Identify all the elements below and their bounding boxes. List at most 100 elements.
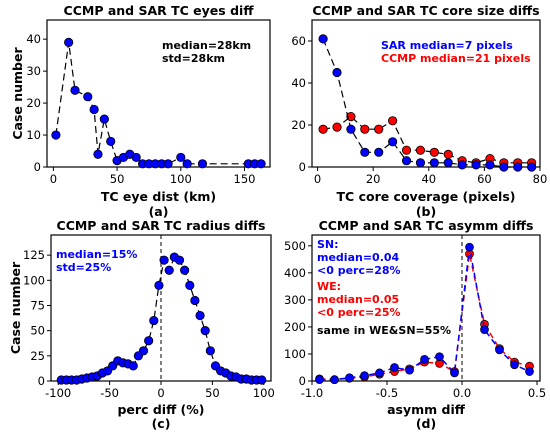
chart-panel-1: CCMP and SAR TC eyes diff 0 50 100 150 0 10 20 3… [10,3,271,219]
data-point [405,365,414,375]
data-point [429,158,439,168]
data-point [429,147,439,157]
data-point [374,124,384,134]
data-point [443,158,453,168]
data-point [176,152,186,163]
data-point [182,159,192,169]
x-tick-label: 50 [110,172,125,186]
annotation: SAR median=7 pixels [381,39,513,52]
y-tick-label: 40 [26,32,41,46]
chart-title: CCMP and SAR TC eyes diff [64,3,255,18]
y-tick-label: 10 [26,128,41,142]
series-line-1 [55,42,262,165]
series-line-2 [322,38,532,168]
data-point [495,345,504,355]
data-point [465,242,474,252]
annotation: std=28km [162,52,225,65]
data-point [89,104,99,115]
y-tick-label: 75 [30,298,45,312]
data-point [375,368,384,378]
y-tick-label: 200 [284,320,306,334]
data-point [360,124,370,134]
y-tick-label: 0 [34,160,41,174]
x-tick-label: -0.5 [376,386,398,400]
y-tick-label: 60 [291,34,306,48]
y-tick-label: 25 [30,349,45,363]
data-point [360,371,369,380]
y-tick-label: 0 [38,374,45,388]
data-point [332,67,342,78]
data-point [510,360,519,370]
x-axis-label: perc diff (%) [117,402,204,417]
data-point [205,346,215,356]
data-point [200,326,210,336]
data-point [485,160,495,170]
x-tick-label: 40 [421,172,436,186]
data-point [315,375,324,384]
data-point [128,361,138,371]
y-tick-label: 20 [291,118,306,132]
x-tick-label: 150 [234,172,256,186]
panel-label: (a) [149,204,169,219]
data-point [330,375,339,384]
data-point [443,149,453,159]
data-point [70,85,80,95]
x-tick-label: 60 [477,172,492,186]
data-point [257,375,267,385]
data-point [527,162,537,172]
chart-panel-2: CCMP and SAR TC core size diffs 0 20 40 60 80… [291,3,547,219]
data-point [420,355,429,364]
chart-title: CCMP and SAR TC asymm diffs [319,218,534,233]
x-tick-label: 100 [170,172,192,186]
plot-frame [311,234,541,382]
y-tick-label: 100 [284,347,306,361]
data-point [154,280,164,290]
data-point [93,149,103,159]
series-line-1 [323,115,532,164]
data-point [106,136,116,147]
data-point [99,114,109,124]
annotation: median=15% [56,248,137,261]
data-point [149,315,159,326]
data-point [513,162,523,172]
annotation: <0 perc=28% [317,264,401,277]
y-tick-label: 50 [30,324,45,338]
annotation: same in WE&SN=55% [317,324,451,337]
y-tick-label: 300 [284,293,306,307]
y-tick-label: 125 [23,248,45,262]
y-tick-label: 0 [299,374,306,388]
x-tick-label: 80 [533,172,548,186]
y-tick-label: 40 [291,76,306,90]
data-point [318,34,328,44]
data-point [480,325,489,334]
panel-label: (b) [416,204,436,219]
data-point [256,159,266,169]
chart-panel-4: CCMP and SAR TC asymm diffs -1.0 -0.5 0.0 0.… [284,218,546,431]
chart-panel-3: CCMP and SAR TC radius diffs -100 -50 0 50 10… [8,218,275,431]
data-point [64,37,74,47]
data-point [332,122,342,132]
x-tick-label: 20 [366,172,381,186]
annotation: <0 perc=25% [317,306,401,319]
x-tick-label: 0 [157,386,164,400]
data-point [138,346,149,356]
x-tick-label: -50 [100,386,119,400]
plot-frame [311,19,541,168]
annotation: WE: [317,280,341,293]
annotation: std=25% [56,261,111,274]
x-axis-label: TC eye dist (km) [101,189,216,204]
data-point [345,373,354,383]
data-point [374,147,384,157]
data-point [144,336,154,346]
data-point [499,162,509,172]
data-point [159,255,169,265]
chart-title: CCMP and SAR TC radius diffs [57,218,266,233]
y-axis-label: Case number [10,47,25,140]
y-tick-label: 100 [23,273,45,287]
data-point [360,147,370,157]
data-point [401,156,412,166]
annotation: SN: [317,238,339,251]
data-point [415,145,426,155]
data-point [457,160,467,170]
data-point [131,152,141,163]
